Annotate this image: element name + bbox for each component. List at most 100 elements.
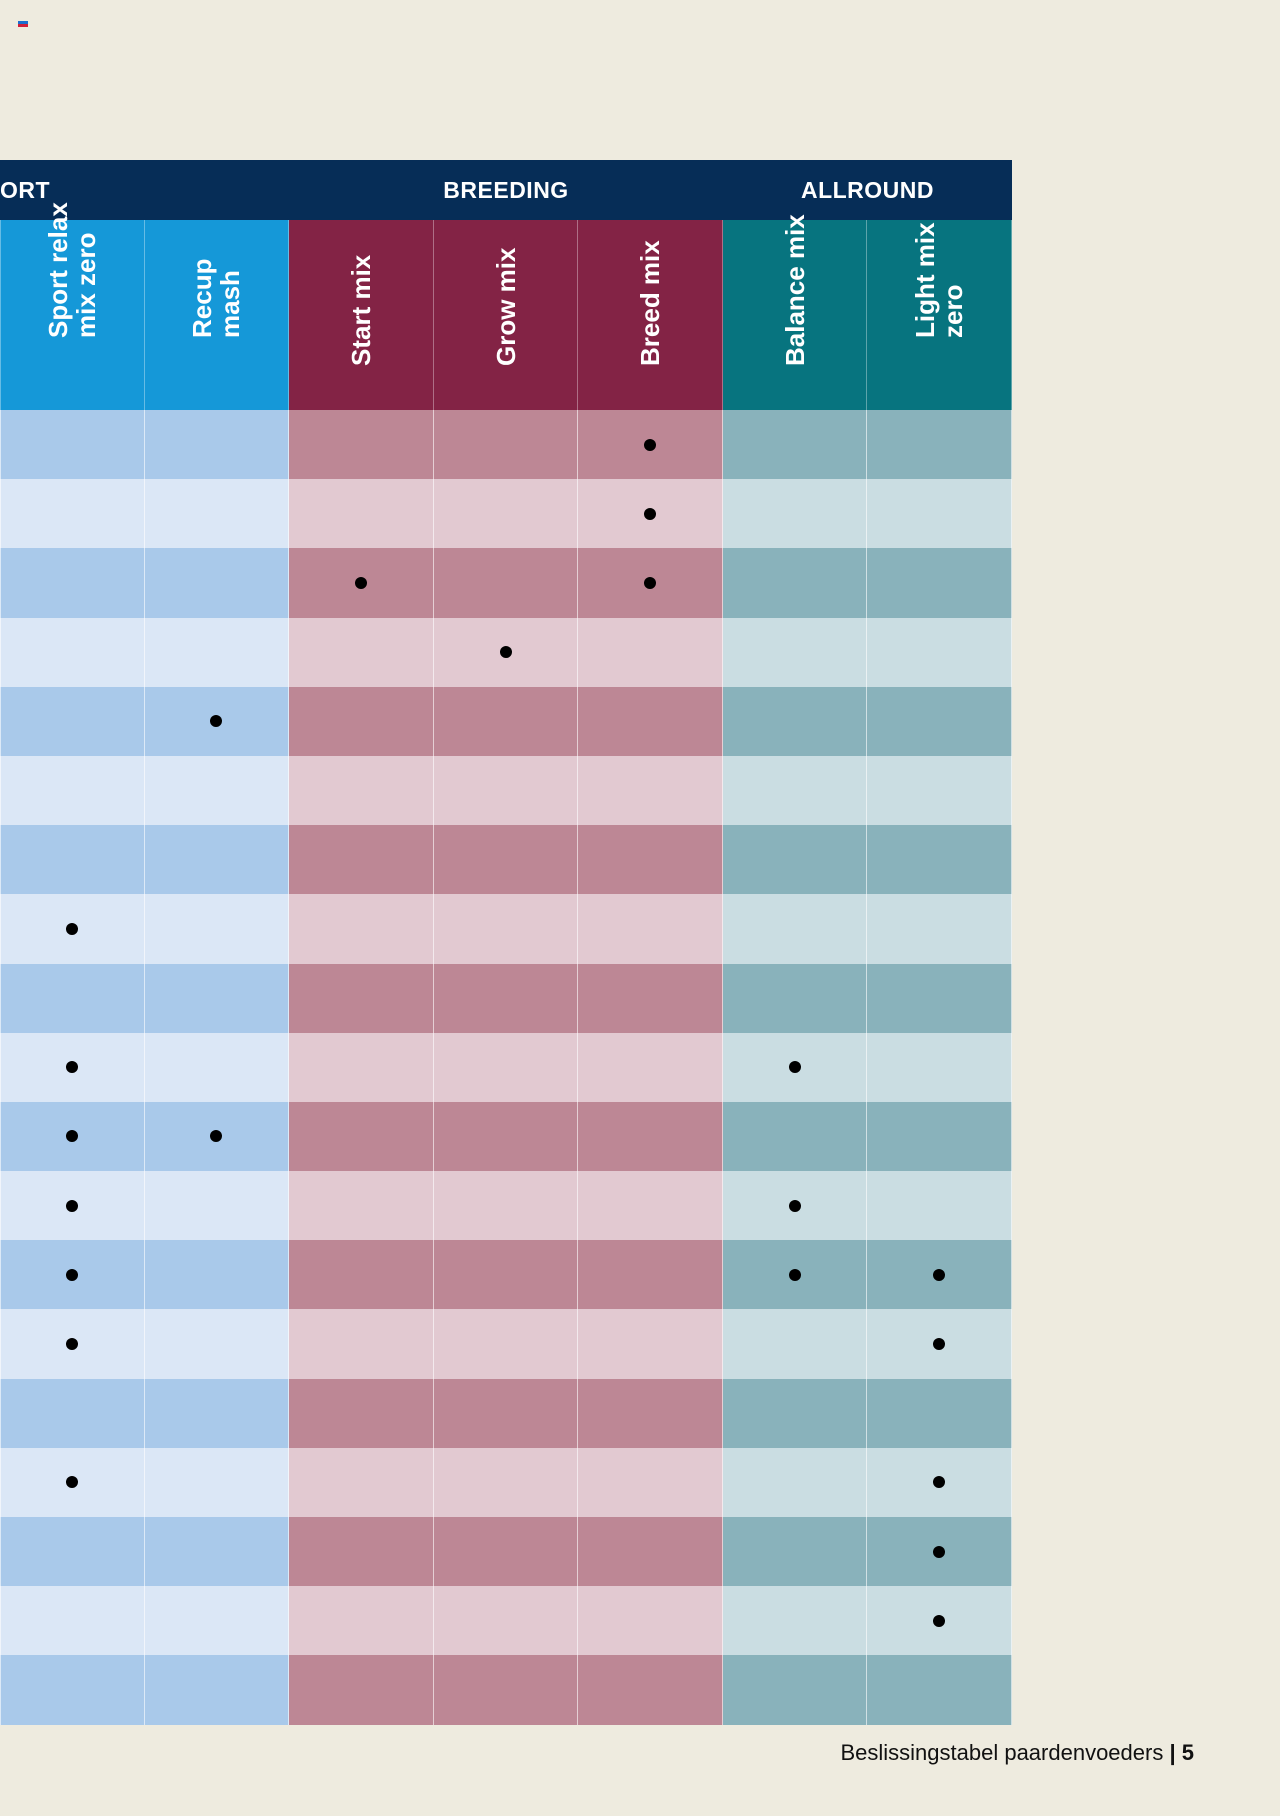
table-cell — [578, 1032, 723, 1102]
table-cell — [144, 1517, 290, 1587]
table-cell — [722, 1655, 868, 1725]
table-cell — [578, 617, 723, 687]
table-cell — [867, 1240, 1013, 1310]
bullet-dot-icon — [210, 1130, 223, 1143]
table-cell — [144, 1240, 290, 1310]
table-row — [0, 479, 1013, 549]
table-cell — [289, 1517, 434, 1587]
column-header-label: Start mix — [345, 254, 376, 366]
column-header: Light mix zero — [867, 220, 1013, 410]
column-header-label: Light mix zero — [910, 222, 969, 338]
table-cell — [289, 686, 434, 756]
table-cell — [722, 963, 868, 1033]
column-header-label: Breed mix — [635, 240, 666, 366]
table-cell — [433, 1447, 579, 1517]
table-cell — [144, 548, 290, 618]
table-cell — [144, 894, 290, 964]
bullet-dot-icon — [210, 715, 223, 728]
group-header-bar: ORT BREEDING ALLROUND — [0, 160, 1012, 220]
table-cell — [433, 1517, 579, 1587]
table-cell — [289, 548, 434, 618]
table-cell — [867, 1586, 1013, 1656]
table-cell — [289, 894, 434, 964]
table-cell — [289, 1309, 434, 1379]
table-cell — [0, 963, 145, 1033]
table-cell — [144, 755, 290, 826]
table-cell — [578, 1378, 723, 1448]
table-cell — [144, 1447, 290, 1517]
table-cell — [0, 894, 145, 964]
bullet-dot-icon — [354, 576, 367, 589]
bullet-dot-icon — [66, 1476, 79, 1489]
table-cell — [0, 686, 145, 756]
table-cell — [0, 755, 145, 826]
table-cell — [867, 617, 1013, 687]
table-cell — [867, 825, 1013, 895]
table-cell — [144, 410, 290, 480]
table-cell — [289, 617, 434, 687]
table-cell — [433, 1240, 579, 1310]
table-cell — [0, 410, 145, 480]
table-row — [0, 617, 1013, 687]
table-cell — [289, 479, 434, 549]
table-cell — [867, 479, 1013, 549]
table-cell — [289, 1655, 434, 1725]
table-cell — [578, 894, 723, 964]
table-cell — [578, 1101, 723, 1172]
table-cell — [578, 825, 723, 895]
table-cell — [289, 410, 434, 480]
table-cell — [289, 755, 434, 826]
table-cell — [578, 755, 723, 826]
table-cell — [0, 479, 145, 549]
table-cell — [433, 825, 579, 895]
table-cell — [867, 686, 1013, 756]
table-cell — [867, 1032, 1013, 1102]
table-row — [0, 410, 1013, 480]
table-cell — [289, 1378, 434, 1448]
table-cell — [144, 1586, 290, 1656]
bullet-dot-icon — [788, 1061, 801, 1074]
table-cell — [578, 410, 723, 480]
table-cell — [722, 755, 868, 826]
bullet-dot-icon — [66, 1268, 79, 1281]
table-cell — [289, 1586, 434, 1656]
column-header: Balance mix — [722, 214, 868, 410]
table-cell — [0, 1032, 145, 1102]
table-row — [0, 1309, 1013, 1379]
bullet-dot-icon — [66, 922, 79, 935]
table-row — [0, 1032, 1013, 1102]
bullet-dot-icon — [499, 646, 512, 659]
group-label-breeding: BREEDING — [443, 177, 569, 203]
table-cell — [433, 1378, 579, 1448]
table-cell — [722, 1378, 868, 1448]
table-row — [0, 894, 1013, 964]
bullet-dot-icon — [933, 1614, 946, 1627]
table-cell — [0, 1171, 145, 1241]
table-cell — [722, 617, 868, 687]
table-cell — [0, 1586, 145, 1656]
table-row — [0, 755, 1013, 826]
bullet-dot-icon — [644, 438, 657, 451]
table-cell — [578, 686, 723, 756]
column-header: Grow mix — [433, 220, 579, 410]
table-body — [0, 410, 1013, 1725]
group-label-allround: ALLROUND — [800, 177, 935, 203]
table-cell — [144, 1378, 290, 1448]
table-cell — [578, 1517, 723, 1587]
table-row — [0, 1378, 1013, 1448]
table-row — [0, 686, 1013, 756]
table-cell — [0, 617, 145, 687]
footer-title: Beslissingstabel paardenvoeders — [840, 1740, 1164, 1765]
table-cell — [867, 1171, 1013, 1241]
table-cell — [578, 1171, 723, 1241]
bullet-dot-icon — [933, 1268, 946, 1281]
table-cell — [722, 686, 868, 756]
table-cell — [433, 617, 579, 687]
table-cell — [433, 410, 579, 480]
table-cell — [144, 1032, 290, 1102]
table-cell — [722, 1240, 868, 1310]
table-cell — [867, 548, 1013, 618]
corner-mark-icon — [18, 21, 28, 27]
column-header: Recup mash — [144, 220, 290, 410]
table-cell — [144, 1309, 290, 1379]
